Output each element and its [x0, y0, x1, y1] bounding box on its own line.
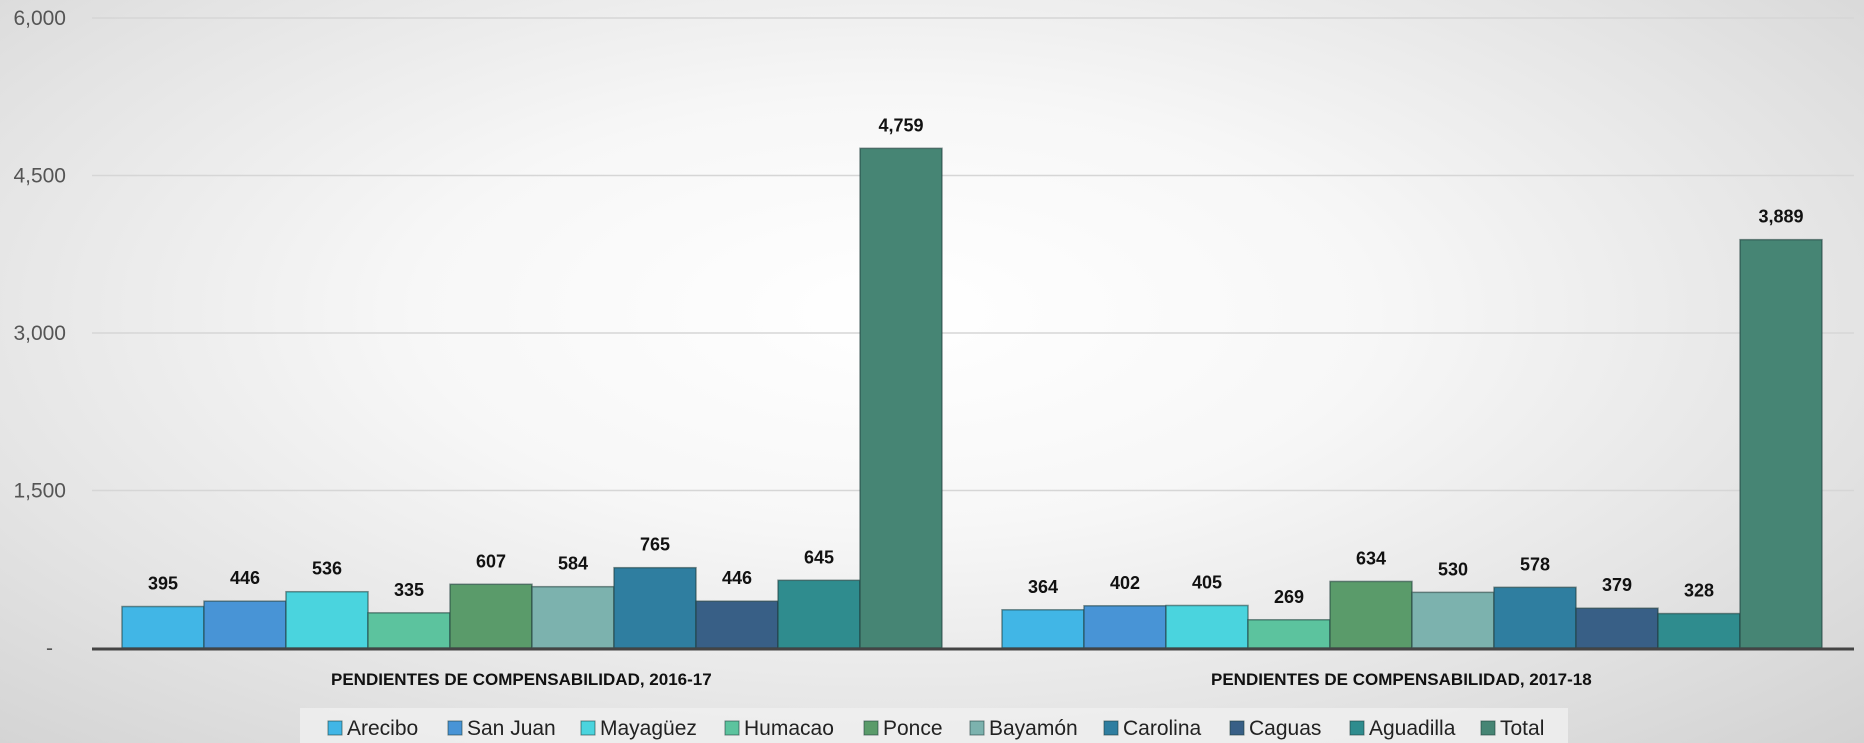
bar	[613, 566, 697, 649]
bar	[449, 583, 533, 649]
bar	[1657, 612, 1741, 649]
bar	[1329, 580, 1413, 649]
y-tick-label: 3,000	[13, 322, 66, 345]
data-label: 446	[230, 568, 260, 588]
bar	[285, 590, 369, 649]
data-label: 364	[1028, 577, 1058, 597]
data-label: 584	[558, 554, 588, 574]
data-label: 269	[1274, 587, 1304, 607]
data-label: 4,759	[878, 115, 923, 135]
bar	[1083, 605, 1167, 649]
legend-label: Aguadilla	[1369, 717, 1456, 740]
bar	[367, 612, 451, 649]
legend-label: Arecibo	[347, 717, 418, 740]
data-label: 634	[1356, 548, 1386, 568]
legend-label: Caguas	[1249, 717, 1321, 740]
y-tick-label: -	[46, 637, 53, 660]
legend-swatch	[1349, 720, 1365, 736]
category-label: PENDIENTES DE COMPENSABILIDAD, 2017-18	[1211, 670, 1592, 689]
bars	[121, 147, 1823, 649]
legend: Arecibo San Juan Mayagüez Humacao Ponce Bayam…	[300, 708, 1568, 743]
legend-label: Carolina	[1123, 717, 1202, 740]
legend-label: Ponce	[883, 717, 943, 740]
data-label: 335	[394, 580, 424, 600]
data-label: 379	[1602, 575, 1632, 595]
data-label: 3,889	[1758, 207, 1803, 227]
bar	[531, 585, 615, 649]
data-label: 645	[804, 547, 834, 567]
bar	[1001, 609, 1085, 649]
bar	[1739, 238, 1823, 649]
legend-swatch	[327, 720, 343, 736]
data-label: 607	[476, 551, 506, 571]
y-tick-label: 6,000	[13, 7, 66, 30]
data-label: 446	[722, 568, 752, 588]
legend-label: Bayamón	[989, 717, 1078, 740]
data-label: 765	[640, 535, 670, 555]
bar	[1165, 604, 1249, 649]
x-axis: PENDIENTES DE COMPENSABILIDAD, 2016-17 PE…	[331, 670, 1592, 689]
legend-swatch	[1229, 720, 1245, 736]
data-label: 328	[1684, 581, 1714, 601]
legend-swatch	[447, 720, 463, 736]
y-tick-label: 4,500	[13, 165, 66, 188]
legend-swatch	[1103, 720, 1119, 736]
bar	[1247, 619, 1331, 649]
data-label: 536	[312, 559, 342, 579]
data-label: 530	[1438, 559, 1468, 579]
bar	[777, 579, 861, 649]
data-labels: 395 446 536 335 607 584 765 446 645 4,759 364 402 40…	[148, 115, 1804, 606]
data-label: 405	[1192, 572, 1222, 592]
bar	[121, 605, 205, 649]
data-label: 395	[148, 574, 178, 594]
bar	[1493, 586, 1577, 649]
legend-swatch	[863, 720, 879, 736]
bar	[695, 600, 779, 649]
legend-swatch	[969, 720, 985, 736]
legend-swatch	[1480, 720, 1496, 736]
y-axis: - 1,500 3,000 4,500 6,000	[13, 7, 66, 660]
legend-swatch	[580, 720, 596, 736]
category-label: PENDIENTES DE COMPENSABILIDAD, 2016-17	[331, 670, 712, 689]
gridlines	[92, 17, 1854, 492]
data-label: 578	[1520, 554, 1550, 574]
y-tick-label: 1,500	[13, 480, 66, 503]
legend-label: Total	[1500, 717, 1544, 740]
legend-label: San Juan	[467, 717, 556, 740]
legend-label: Mayagüez	[600, 717, 697, 740]
bar	[859, 147, 943, 649]
bar	[203, 600, 287, 649]
bar	[1411, 591, 1495, 649]
legend-swatch	[724, 720, 740, 736]
legend-label: Humacao	[744, 717, 834, 740]
data-label: 402	[1110, 573, 1140, 593]
bar	[1575, 607, 1659, 649]
